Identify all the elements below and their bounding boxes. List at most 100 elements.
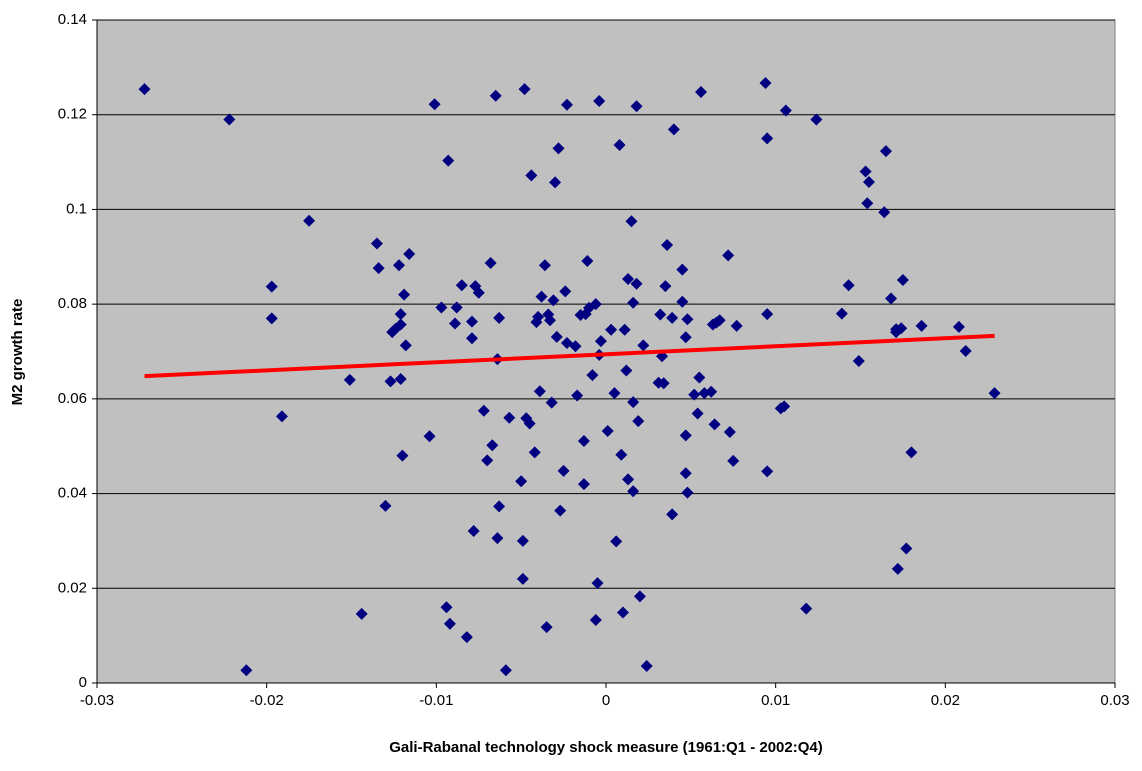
point <box>489 89 502 102</box>
point <box>550 330 563 343</box>
point <box>633 590 646 603</box>
point <box>593 94 606 107</box>
point <box>654 308 667 321</box>
point <box>952 320 965 333</box>
point <box>667 123 680 136</box>
point <box>393 259 406 272</box>
point <box>423 430 436 443</box>
point <box>666 508 679 521</box>
point <box>988 387 1001 400</box>
plot-area <box>96 19 1116 684</box>
point <box>705 385 718 398</box>
y-tick-label: 0.06 <box>58 390 87 407</box>
point <box>465 315 478 328</box>
point <box>528 446 541 459</box>
point <box>554 504 567 517</box>
point <box>708 418 721 431</box>
point <box>679 429 692 442</box>
point <box>460 631 473 644</box>
point <box>547 294 560 307</box>
point <box>859 165 872 178</box>
point <box>761 132 774 145</box>
y-tick-label: 0.12 <box>58 106 87 123</box>
point <box>403 247 416 260</box>
point <box>586 369 599 382</box>
point <box>465 332 478 345</box>
point <box>535 290 548 303</box>
point <box>695 85 708 98</box>
point <box>730 319 743 332</box>
point <box>379 499 392 512</box>
point <box>622 273 635 286</box>
point <box>688 388 701 401</box>
point <box>503 411 516 424</box>
point <box>557 464 570 477</box>
point <box>800 602 813 615</box>
point <box>620 364 633 377</box>
point <box>896 273 909 286</box>
point <box>523 417 536 430</box>
point <box>355 607 368 620</box>
point <box>549 176 562 189</box>
point <box>630 100 643 113</box>
x-tick-label: 0.03 <box>1100 692 1129 709</box>
point <box>394 308 407 321</box>
point <box>657 377 670 390</box>
y-tick-label: 0.02 <box>58 579 87 596</box>
point <box>861 197 874 210</box>
point <box>467 524 480 537</box>
point <box>493 500 506 513</box>
point <box>610 535 623 548</box>
point <box>540 621 553 634</box>
y-tick-label: 0.08 <box>58 295 87 312</box>
point <box>676 263 689 276</box>
point <box>581 255 594 268</box>
point <box>372 262 385 275</box>
point <box>605 323 618 336</box>
point <box>915 319 928 332</box>
point <box>591 577 604 590</box>
point <box>640 659 653 672</box>
point <box>265 280 278 293</box>
point <box>862 175 875 188</box>
point <box>727 454 740 467</box>
point <box>625 215 638 228</box>
point <box>499 664 512 677</box>
point <box>486 439 499 452</box>
point <box>442 154 455 167</box>
point <box>630 277 643 290</box>
point <box>525 169 538 182</box>
point <box>533 385 546 398</box>
point <box>627 396 640 409</box>
point <box>618 323 631 336</box>
point <box>440 601 453 614</box>
point <box>632 415 645 428</box>
point <box>343 373 356 386</box>
point <box>493 311 506 324</box>
point <box>516 534 529 547</box>
point <box>538 259 551 272</box>
point <box>681 313 694 326</box>
point <box>138 83 151 96</box>
point <box>761 465 774 478</box>
point <box>516 572 529 585</box>
point <box>759 76 772 89</box>
point <box>552 142 565 155</box>
point <box>472 286 485 299</box>
y-axis-label: M2 growth rate <box>9 299 26 406</box>
point <box>779 104 792 117</box>
point <box>491 532 504 545</box>
point <box>450 301 463 314</box>
point <box>240 664 253 677</box>
point <box>481 454 494 467</box>
x-tick-label: -0.03 <box>80 692 114 709</box>
point <box>384 375 397 388</box>
point <box>713 314 726 327</box>
point <box>589 298 602 311</box>
point <box>615 448 628 461</box>
point <box>616 606 629 619</box>
point <box>589 614 602 627</box>
point <box>723 426 736 439</box>
point <box>637 339 650 352</box>
